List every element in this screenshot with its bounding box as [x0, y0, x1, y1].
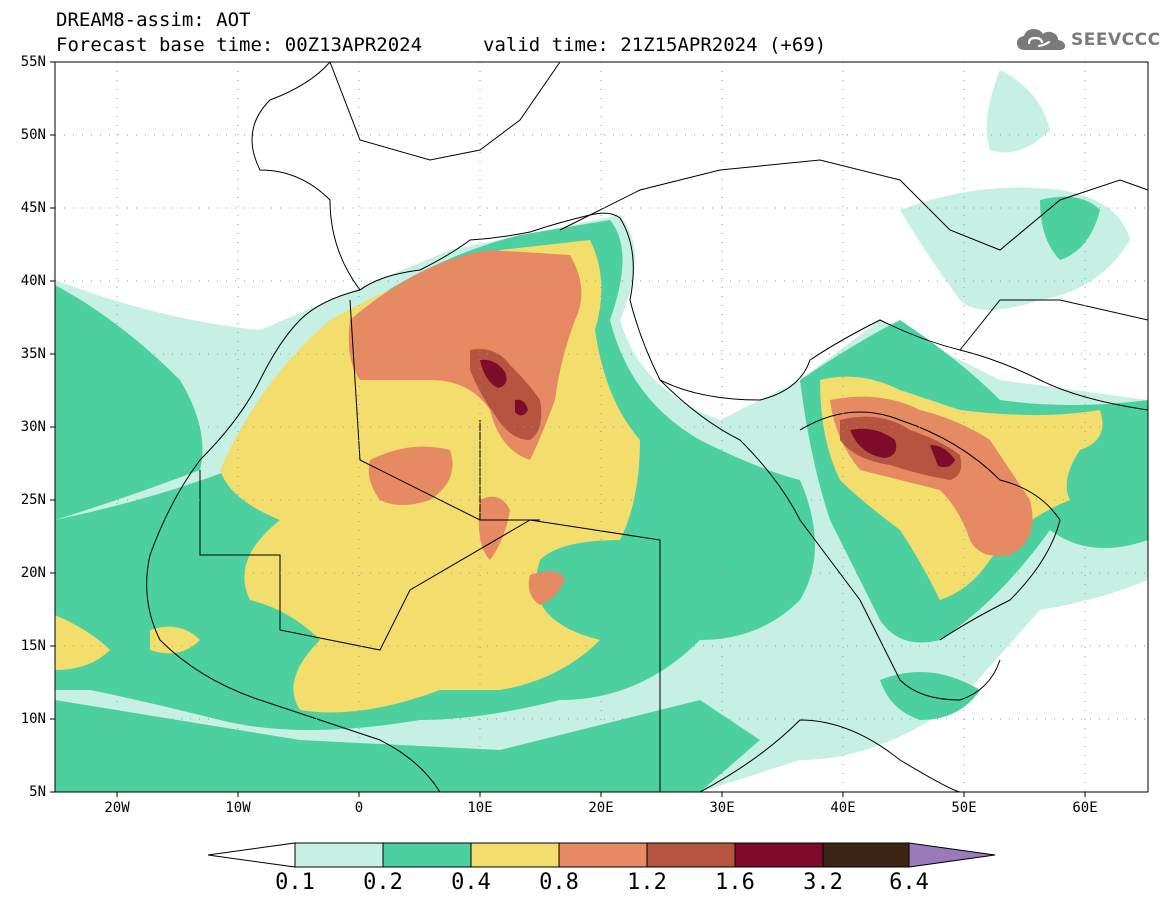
logo-text: SEEVCCC — [1071, 30, 1161, 50]
colorbar — [207, 842, 996, 868]
cloud-icon — [1017, 29, 1065, 50]
colorbar-cell — [470, 842, 560, 868]
colorbar-label: 6.4 — [889, 870, 929, 895]
lat-label: 20N — [20, 565, 46, 581]
aot-field — [55, 62, 1148, 792]
colorbar-label: 0.2 — [363, 870, 403, 895]
colorbar-label: 1.6 — [715, 870, 755, 895]
forecast-base-time: Forecast base time: 00Z13APR2024 — [56, 34, 423, 56]
colorbar-label: 1.2 — [627, 870, 667, 895]
lat-label: 45N — [20, 200, 46, 216]
lon-label: 20E — [588, 800, 614, 816]
lon-label: 10E — [467, 800, 493, 816]
country-borders — [146, 62, 1148, 792]
lat-label: 40N — [20, 273, 46, 289]
axis-ticks — [50, 61, 1086, 797]
lat-label: 30N — [20, 419, 46, 435]
lat-label: 5N — [29, 784, 46, 800]
colorbar-label: 0.4 — [451, 870, 491, 895]
lat-label: 55N — [20, 54, 46, 70]
lon-label: 20W — [104, 800, 130, 816]
lat-label: 50N — [20, 127, 46, 143]
colorbar-cell — [382, 842, 472, 868]
lat-label: 10N — [20, 711, 46, 727]
lon-label: 10W — [225, 800, 251, 816]
seevccc-logo: SEEVCCC — [1015, 26, 1161, 54]
lon-label: 50E — [951, 800, 977, 816]
colorbar-over-triangle — [908, 842, 996, 868]
colorbar-cell — [294, 842, 384, 868]
lon-label: 60E — [1072, 800, 1098, 816]
colorbar-label: 3.2 — [803, 870, 843, 895]
valid-time: valid time: 21Z15APR2024 (+69) — [483, 34, 827, 56]
lon-label: 0 — [354, 800, 364, 816]
lat-label: 35N — [20, 346, 46, 362]
colorbar-label: 0.1 — [275, 870, 315, 895]
map-title: DREAM8-assim: AOT — [56, 9, 251, 31]
colorbar-under-triangle — [207, 842, 296, 868]
lon-label: 30E — [709, 800, 735, 816]
colorbar-cell — [822, 842, 910, 868]
colorbar-cell — [734, 842, 824, 868]
lat-label: 15N — [20, 638, 46, 654]
colorbar-cell — [558, 842, 648, 868]
lat-label: 25N — [20, 492, 46, 508]
colorbar-cell — [646, 842, 736, 868]
aot-level-1.6 — [480, 359, 955, 468]
colorbar-label: 0.8 — [539, 870, 579, 895]
lon-label: 40E — [830, 800, 856, 816]
